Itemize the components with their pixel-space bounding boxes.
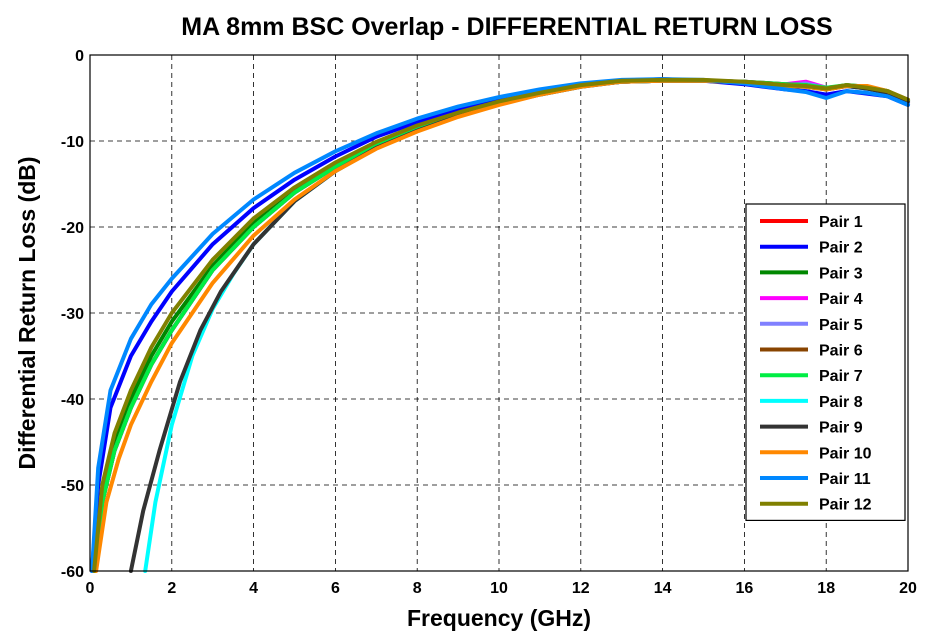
x-tick-label: 12: [572, 580, 590, 597]
x-tick-label: 4: [249, 580, 258, 597]
legend-label: Pair 1: [819, 214, 863, 231]
y-tick-label: -20: [61, 220, 84, 237]
x-tick-label: 10: [490, 580, 508, 597]
x-tick-label: 16: [736, 580, 754, 597]
x-tick-label: 14: [654, 580, 672, 597]
chart-title: MA 8mm BSC Overlap - DIFFERENTIAL RETURN…: [181, 13, 832, 41]
plot-frame: [89, 54, 909, 572]
legend-label: Pair 6: [819, 343, 863, 360]
legend-label: Pair 8: [819, 394, 863, 411]
series-line-pair-11: [90, 77, 910, 573]
legend-label: Pair 9: [819, 420, 863, 437]
x-tick-label: 2: [167, 580, 176, 597]
x-tick-label: 0: [86, 580, 95, 597]
y-tick-label: -30: [61, 306, 84, 323]
tick-labels: 0 2 4 6 8 10 12 14 16 18 20 0 -10 -20 -30 -40 -50 -60: [61, 48, 917, 597]
legend-label: Pair 10: [819, 445, 872, 462]
y-tick-label: 0: [75, 48, 84, 65]
series-lines: [90, 77, 910, 573]
y-tick-label: -10: [61, 134, 84, 151]
x-tick-label: 8: [413, 580, 422, 597]
legend-label: Pair 7: [819, 368, 863, 385]
legend-label: Pair 2: [819, 240, 863, 257]
x-tick-label: 6: [331, 580, 340, 597]
y-tick-label: -50: [61, 478, 84, 495]
legend-label: Pair 12: [819, 497, 872, 514]
x-axis-label: Frequency (GHz): [407, 605, 591, 631]
y-tick-label: -60: [61, 564, 84, 581]
y-axis-label: Differential Return Loss (dB): [14, 156, 40, 469]
series-line-pair-12: [92, 77, 910, 573]
legend-label: Pair 3: [819, 265, 863, 282]
legend-label: Pair 5: [819, 317, 863, 334]
legend: Pair 1 Pair 2 Pair 3 Pair 4 Pair 5 Pair 6 Pair…: [745, 203, 906, 521]
grid-lines: [90, 55, 908, 571]
x-tick-label: 20: [899, 580, 917, 597]
y-tick-label: -40: [61, 392, 84, 409]
legend-label: Pair 11: [819, 471, 871, 488]
x-tick-label: 18: [817, 580, 835, 597]
legend-label: Pair 4: [819, 291, 863, 308]
legend-box: [745, 203, 906, 521]
